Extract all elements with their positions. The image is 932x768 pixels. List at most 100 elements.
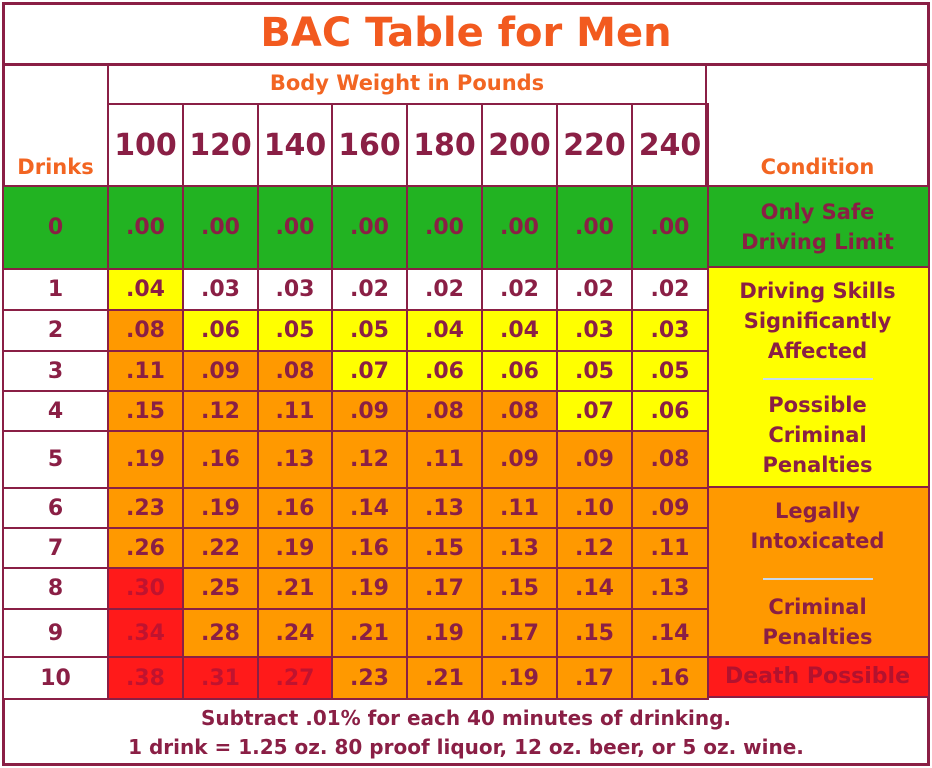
- bac-cell: .06: [182, 309, 259, 352]
- bac-cell: .06: [406, 350, 483, 392]
- footer-note-1: Subtract .01% for each 40 minutes of dri…: [200, 706, 732, 730]
- bac-cell: .08: [481, 390, 558, 432]
- condition-legally-line1: Legally: [775, 499, 860, 523]
- condition-skills-line3: Affected: [767, 339, 868, 363]
- bac-cell: .19: [406, 608, 483, 658]
- bac-cell: .08: [107, 309, 184, 352]
- condition-safe-line1: Only Safe: [760, 199, 875, 224]
- bac-cell: .07: [331, 350, 408, 392]
- condition-column-header: Condition: [705, 63, 930, 187]
- weight-header-220: 220: [556, 103, 633, 187]
- bac-cell: .08: [257, 350, 333, 392]
- bac-cell: .12: [556, 527, 633, 569]
- bac-cell: .10: [556, 487, 633, 529]
- bac-cell: .13: [631, 567, 709, 610]
- bac-cell: .02: [406, 268, 483, 311]
- bac-cell: .03: [631, 309, 709, 352]
- bac-cell: .21: [257, 567, 333, 610]
- bac-cell: .02: [481, 268, 558, 311]
- weight-header-180: 180: [406, 103, 483, 187]
- weight-header-160: 160: [331, 103, 408, 187]
- condition-criminal-line1: Criminal: [768, 595, 867, 619]
- bac-cell: .06: [481, 350, 558, 392]
- condition-criminal-line2: Penalties: [762, 625, 873, 649]
- bac-cell: .15: [556, 608, 633, 658]
- bac-cell: .09: [631, 487, 709, 529]
- bac-cell: .17: [481, 608, 558, 658]
- bac-cell: .21: [331, 608, 408, 658]
- bac-cell: .11: [481, 487, 558, 529]
- drinks-cell: 1: [2, 268, 109, 311]
- bac-cell: .09: [182, 350, 259, 392]
- condition-skills-line1: Driving Skills: [739, 279, 896, 303]
- bac-cell: .02: [556, 268, 633, 311]
- drinks-cell: 3: [2, 350, 109, 392]
- bac-cell: .13: [257, 430, 333, 489]
- bac-cell: .14: [631, 608, 709, 658]
- weight-header-140: 140: [257, 103, 333, 187]
- drinks-cell: 10: [2, 656, 109, 700]
- drinks-cell: 7: [2, 527, 109, 569]
- bac-cell: .16: [631, 656, 709, 700]
- bac-cell: .23: [331, 656, 408, 700]
- bac-cell: .09: [481, 430, 558, 489]
- bac-cell: .19: [257, 527, 333, 569]
- condition-possible-line3: Penalties: [762, 453, 873, 477]
- condition-death-possible: Death Possible: [705, 656, 930, 698]
- bac-cell: .21: [406, 656, 483, 700]
- drinks-column-header: Drinks: [2, 63, 109, 187]
- condition-yellow-block: Driving Skills Significantly Affected Po…: [705, 266, 930, 488]
- condition-orange-block: Legally Intoxicated Criminal Penalties: [705, 486, 930, 658]
- bac-cell: .12: [331, 430, 408, 489]
- drinks-cell: 2: [2, 309, 109, 352]
- condition-possible-line1: Possible: [768, 393, 867, 417]
- bac-cell: .07: [556, 390, 633, 432]
- bac-cell: .00: [556, 185, 633, 270]
- bac-cell: .00: [331, 185, 408, 270]
- bac-cell: .05: [631, 350, 709, 392]
- divider: [762, 378, 873, 380]
- bac-cell: .00: [182, 185, 259, 270]
- bac-cell: .04: [406, 309, 483, 352]
- bac-cell: .05: [331, 309, 408, 352]
- bac-cell: .00: [631, 185, 709, 270]
- bac-cell: .00: [481, 185, 558, 270]
- footer-note-2: 1 drink = 1.25 oz. 80 proof liquor, 12 o…: [128, 735, 804, 759]
- body-weight-header: Body Weight in Pounds: [107, 63, 707, 105]
- bac-cell: .15: [406, 527, 483, 569]
- bac-cell: .22: [182, 527, 259, 569]
- bac-cell: .00: [257, 185, 333, 270]
- weight-header-200: 200: [481, 103, 558, 187]
- condition-safe-limit: Only Safe Driving Limit: [705, 185, 930, 268]
- bac-cell: .02: [631, 268, 709, 311]
- bac-cell: .14: [331, 487, 408, 529]
- bac-cell: .11: [257, 390, 333, 432]
- bac-cell: .16: [331, 527, 408, 569]
- bac-cell: .06: [631, 390, 709, 432]
- bac-cell: .26: [107, 527, 184, 569]
- condition-possible-line2: Criminal: [768, 423, 867, 447]
- bac-cell: .14: [556, 567, 633, 610]
- bac-cell: .19: [331, 567, 408, 610]
- drinks-cell: 6: [2, 487, 109, 529]
- bac-cell: .24: [257, 608, 333, 658]
- bac-cell: .00: [107, 185, 184, 270]
- bac-cell: .05: [556, 350, 633, 392]
- bac-cell: .03: [182, 268, 259, 311]
- bac-cell: .16: [257, 487, 333, 529]
- bac-cell: .15: [107, 390, 184, 432]
- drinks-cell: 0: [2, 185, 109, 270]
- bac-cell: .27: [257, 656, 333, 700]
- weight-header-100: 100: [107, 103, 184, 187]
- drinks-cell: 8: [2, 567, 109, 610]
- bac-cell: .13: [481, 527, 558, 569]
- bac-cell: .13: [406, 487, 483, 529]
- bac-cell: .11: [631, 527, 709, 569]
- bac-cell: .28: [182, 608, 259, 658]
- bac-cell: .03: [556, 309, 633, 352]
- drinks-cell: 5: [2, 430, 109, 489]
- bac-cell: .00: [406, 185, 483, 270]
- bac-cell: .02: [331, 268, 408, 311]
- condition-legally-line2: Intoxicated: [750, 529, 885, 553]
- bac-cell: .30: [107, 567, 184, 610]
